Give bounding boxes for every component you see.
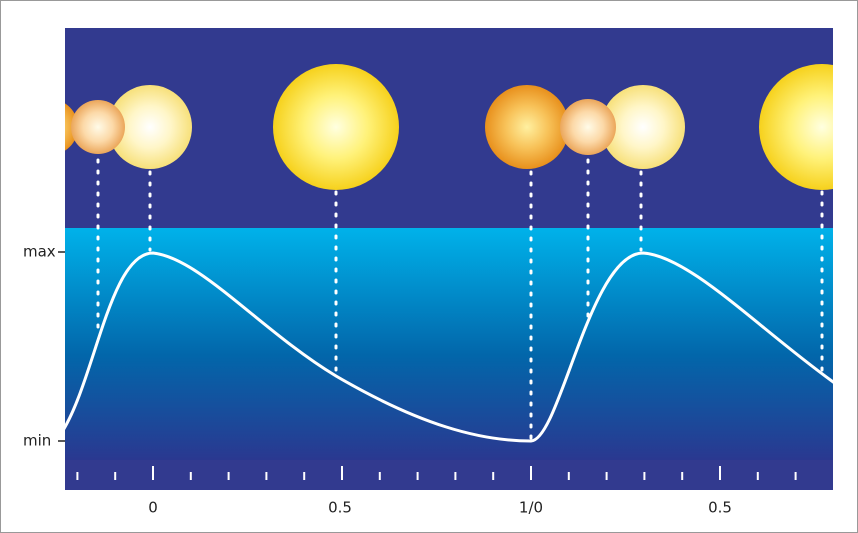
- panel: [22, 28, 858, 490]
- diagram: max min 0 0.5 1/0 0.5: [0, 0, 858, 533]
- x-label: 0.5: [328, 499, 352, 517]
- x-label: 1/0: [519, 499, 543, 517]
- x-label: 0.5: [708, 499, 732, 517]
- y-label: min: [23, 432, 51, 450]
- y-label: max: [23, 243, 56, 261]
- x-label: 0: [148, 499, 158, 517]
